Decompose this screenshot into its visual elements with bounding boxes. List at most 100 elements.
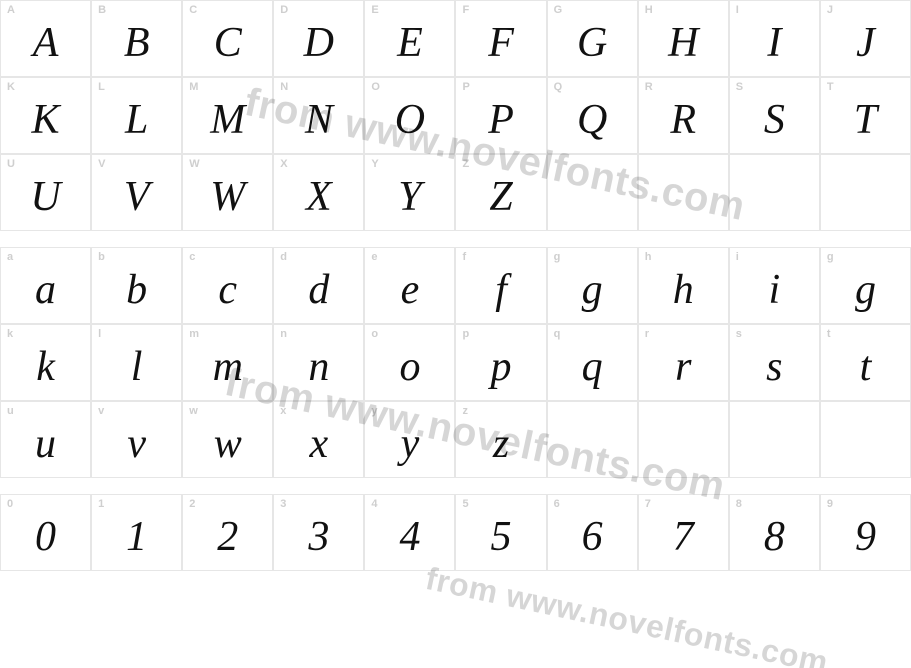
glyph-preview: X xyxy=(280,170,357,224)
glyph-cell[interactable] xyxy=(820,154,911,231)
glyph-cell[interactable]: II xyxy=(729,0,820,77)
glyph-preview: h xyxy=(645,263,722,317)
glyph-cell[interactable]: XX xyxy=(273,154,364,231)
glyph-cell[interactable]: cc xyxy=(182,247,273,324)
glyph-cell[interactable]: hh xyxy=(638,247,729,324)
glyph-cell[interactable]: ff xyxy=(455,247,546,324)
glyph-key-label: Q xyxy=(554,82,631,93)
glyph-cell[interactable]: ii xyxy=(729,247,820,324)
glyph-cell[interactable]: 33 xyxy=(273,494,364,571)
glyph-cell[interactable] xyxy=(729,401,820,478)
glyph-cell[interactable]: WW xyxy=(182,154,273,231)
watermark-text: from www.novelfonts.com xyxy=(422,560,831,668)
glyph-cell[interactable] xyxy=(547,401,638,478)
glyph-cell[interactable]: mm xyxy=(182,324,273,401)
glyph-cell[interactable]: bb xyxy=(91,247,182,324)
glyph-cell[interactable]: FF xyxy=(455,0,546,77)
glyph-key-label: l xyxy=(98,329,175,340)
glyph-cell[interactable]: HH xyxy=(638,0,729,77)
glyph-preview: E xyxy=(371,16,448,70)
glyph-cell[interactable]: KK xyxy=(0,77,91,154)
glyph-cell[interactable] xyxy=(729,154,820,231)
glyph-cell[interactable]: GG xyxy=(547,0,638,77)
glyph-cell[interactable]: MM xyxy=(182,77,273,154)
glyph-key-label: x xyxy=(280,406,357,417)
glyph-cell[interactable]: dd xyxy=(273,247,364,324)
glyph-key-label: g xyxy=(554,252,631,263)
glyph-key-label: w xyxy=(189,406,266,417)
glyph-cell[interactable]: 44 xyxy=(364,494,455,571)
glyph-cell[interactable]: RR xyxy=(638,77,729,154)
glyph-preview: i xyxy=(736,263,813,317)
glyph-key-label: L xyxy=(98,82,175,93)
glyph-cell[interactable]: yy xyxy=(364,401,455,478)
glyph-preview: 6 xyxy=(554,510,631,564)
glyph-preview xyxy=(827,406,904,471)
glyph-cell[interactable]: PP xyxy=(455,77,546,154)
glyph-cell[interactable]: UU xyxy=(0,154,91,231)
glyph-key-label: a xyxy=(7,252,84,263)
glyph-cell[interactable]: YY xyxy=(364,154,455,231)
glyph-cell[interactable]: CC xyxy=(182,0,273,77)
glyph-cell[interactable]: 00 xyxy=(0,494,91,571)
glyph-cell[interactable]: gg xyxy=(820,247,911,324)
glyph-cell[interactable]: kk xyxy=(0,324,91,401)
glyph-preview: 9 xyxy=(827,510,904,564)
glyph-cell[interactable]: EE xyxy=(364,0,455,77)
glyph-cell[interactable]: ll xyxy=(91,324,182,401)
glyph-key-label: N xyxy=(280,82,357,93)
glyph-cell[interactable] xyxy=(638,401,729,478)
glyph-cell[interactable]: ww xyxy=(182,401,273,478)
glyph-cell[interactable]: 99 xyxy=(820,494,911,571)
glyph-cell[interactable]: AA xyxy=(0,0,91,77)
glyph-cell[interactable]: NN xyxy=(273,77,364,154)
glyph-cell[interactable]: 22 xyxy=(182,494,273,571)
glyph-preview: m xyxy=(189,340,266,394)
glyph-cell[interactable]: aa xyxy=(0,247,91,324)
glyph-cell[interactable]: qq xyxy=(547,324,638,401)
glyph-key-label: g xyxy=(827,252,904,263)
glyph-cell[interactable] xyxy=(638,154,729,231)
glyph-preview: R xyxy=(645,93,722,147)
glyph-cell[interactable]: TT xyxy=(820,77,911,154)
glyph-cell[interactable]: 77 xyxy=(638,494,729,571)
glyph-preview: Q xyxy=(554,93,631,147)
glyph-preview: n xyxy=(280,340,357,394)
glyph-preview: v xyxy=(98,417,175,471)
glyph-preview: t xyxy=(827,340,904,394)
glyph-cell[interactable]: 11 xyxy=(91,494,182,571)
glyph-cell[interactable]: BB xyxy=(91,0,182,77)
glyph-cell[interactable]: LL xyxy=(91,77,182,154)
glyph-cell[interactable]: tt xyxy=(820,324,911,401)
glyph-preview: H xyxy=(645,16,722,70)
glyph-preview xyxy=(736,406,813,471)
glyph-cell[interactable]: VV xyxy=(91,154,182,231)
glyph-cell[interactable]: gg xyxy=(547,247,638,324)
glyph-cell[interactable]: vv xyxy=(91,401,182,478)
glyph-cell[interactable]: JJ xyxy=(820,0,911,77)
glyph-cell[interactable]: 66 xyxy=(547,494,638,571)
glyph-preview: g xyxy=(554,263,631,317)
glyph-cell[interactable]: ZZ xyxy=(455,154,546,231)
glyph-cell[interactable]: uu xyxy=(0,401,91,478)
glyph-cell[interactable]: zz xyxy=(455,401,546,478)
glyph-cell[interactable]: rr xyxy=(638,324,729,401)
glyph-cell[interactable]: nn xyxy=(273,324,364,401)
glyph-preview xyxy=(827,159,904,224)
glyph-cell[interactable]: pp xyxy=(455,324,546,401)
glyph-key-label: q xyxy=(554,329,631,340)
glyph-cell[interactable] xyxy=(820,401,911,478)
glyph-cell[interactable]: ss xyxy=(729,324,820,401)
glyph-cell[interactable]: SS xyxy=(729,77,820,154)
glyph-cell[interactable]: 88 xyxy=(729,494,820,571)
glyph-cell[interactable]: oo xyxy=(364,324,455,401)
glyph-cell[interactable]: QQ xyxy=(547,77,638,154)
glyph-cell[interactable]: 55 xyxy=(455,494,546,571)
glyph-cell[interactable]: DD xyxy=(273,0,364,77)
glyph-cell[interactable]: OO xyxy=(364,77,455,154)
glyph-cell[interactable]: ee xyxy=(364,247,455,324)
glyph-cell[interactable] xyxy=(547,154,638,231)
glyph-preview: 5 xyxy=(462,510,539,564)
glyph-preview: D xyxy=(280,16,357,70)
glyph-cell[interactable]: xx xyxy=(273,401,364,478)
